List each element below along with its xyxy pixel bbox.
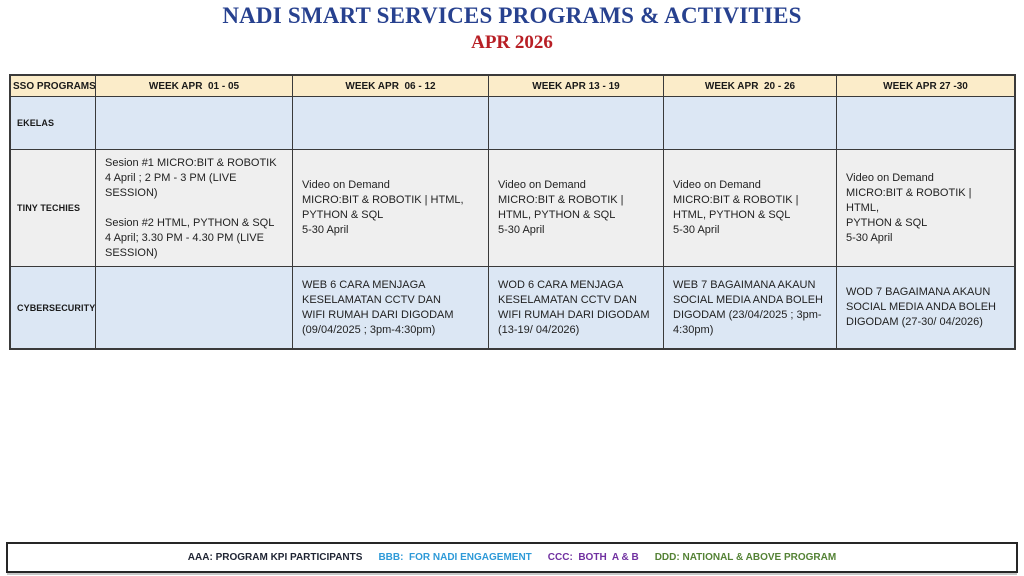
cell-cybersecurity-week1 — [95, 266, 293, 349]
page-subtitle: APR 2026 — [471, 32, 553, 53]
table-row-ekelas: EKELAS — [10, 96, 1015, 150]
cell-tiny-techies-week3: Video on Demand MICRO:BIT & ROBOTIK | HT… — [488, 149, 664, 267]
column-header-week-apr-20-26: WEEK APR 20 - 26 — [663, 75, 837, 97]
legend-item-ddd: DDD: NATIONAL & ABOVE PROGRAM — [654, 552, 837, 563]
cell-cybersecurity-week4: WEB 7 BAGAIMANA AKAUN SOCIAL MEDIA ANDA … — [663, 266, 837, 349]
cell-tiny-techies-week5: Video on Demand MICRO:BIT & ROBOTIK | HT… — [836, 149, 1015, 267]
column-header-week-apr-27-30: WEEK APR 27 -30 — [836, 75, 1015, 97]
cell-ekelas-week2 — [292, 96, 489, 150]
cell-tiny-techies-week4: Video on Demand MICRO:BIT & ROBOTIK | HT… — [663, 149, 837, 267]
legend-bar: AAA: PROGRAM KPI PARTICIPANTS BBB: FOR N… — [6, 542, 1018, 573]
column-header-week-apr-06-12: WEEK APR 06 - 12 — [292, 75, 489, 97]
table-row-tiny-techies: TINY TECHIES Sesion #1 MICRO:BIT & ROBOT… — [10, 149, 1015, 267]
row-label-ekelas: EKELAS — [10, 96, 96, 150]
row-label-tiny-techies: TINY TECHIES — [10, 149, 96, 267]
cell-cybersecurity-week5: WOD 7 BAGAIMANA AKAUN SOCIAL MEDIA ANDA … — [836, 266, 1015, 349]
schedule-table: SSO PROGRAMS WEEK APR 01 - 05 WEEK APR 0… — [9, 74, 1016, 350]
cell-cybersecurity-week2: WEB 6 CARA MENJAGA KESELAMATAN CCTV DAN … — [292, 266, 489, 349]
legend-item-aaa: AAA: PROGRAM KPI PARTICIPANTS — [187, 552, 363, 563]
column-header-week-apr-01-05: WEEK APR 01 - 05 — [95, 75, 293, 97]
column-header-sso-programs: SSO PROGRAMS — [10, 75, 96, 97]
page-title: NADI SMART SERVICES PROGRAMS & ACTIVITIE… — [222, 3, 802, 28]
row-label-cybersecurity: CYBERSECURITY — [10, 266, 96, 349]
column-header-week-apr-13-19: WEEK APR 13 - 19 — [488, 75, 664, 97]
cell-tiny-techies-week2: Video on Demand MICRO:BIT & ROBOTIK | HT… — [292, 149, 489, 267]
cell-cybersecurity-week3: WOD 6 CARA MENJAGA KESELAMATAN CCTV DAN … — [488, 266, 664, 349]
legend-item-bbb: BBB: FOR NADI ENGAGEMENT — [378, 552, 532, 563]
cell-ekelas-week4 — [663, 96, 837, 150]
cell-ekelas-week1 — [95, 96, 293, 150]
legend-item-ccc: CCC: BOTH A & B — [547, 552, 639, 563]
cell-ekelas-week3 — [488, 96, 664, 150]
cell-ekelas-week5 — [836, 96, 1015, 150]
header-row: SSO PROGRAMS WEEK APR 01 - 05 WEEK APR 0… — [10, 75, 1015, 97]
cell-tiny-techies-week1: Sesion #1 MICRO:BIT & ROBOTIK 4 April ; … — [95, 149, 293, 267]
table-row-cybersecurity: CYBERSECURITY WEB 6 CARA MENJAGA KESELAM… — [10, 266, 1015, 349]
